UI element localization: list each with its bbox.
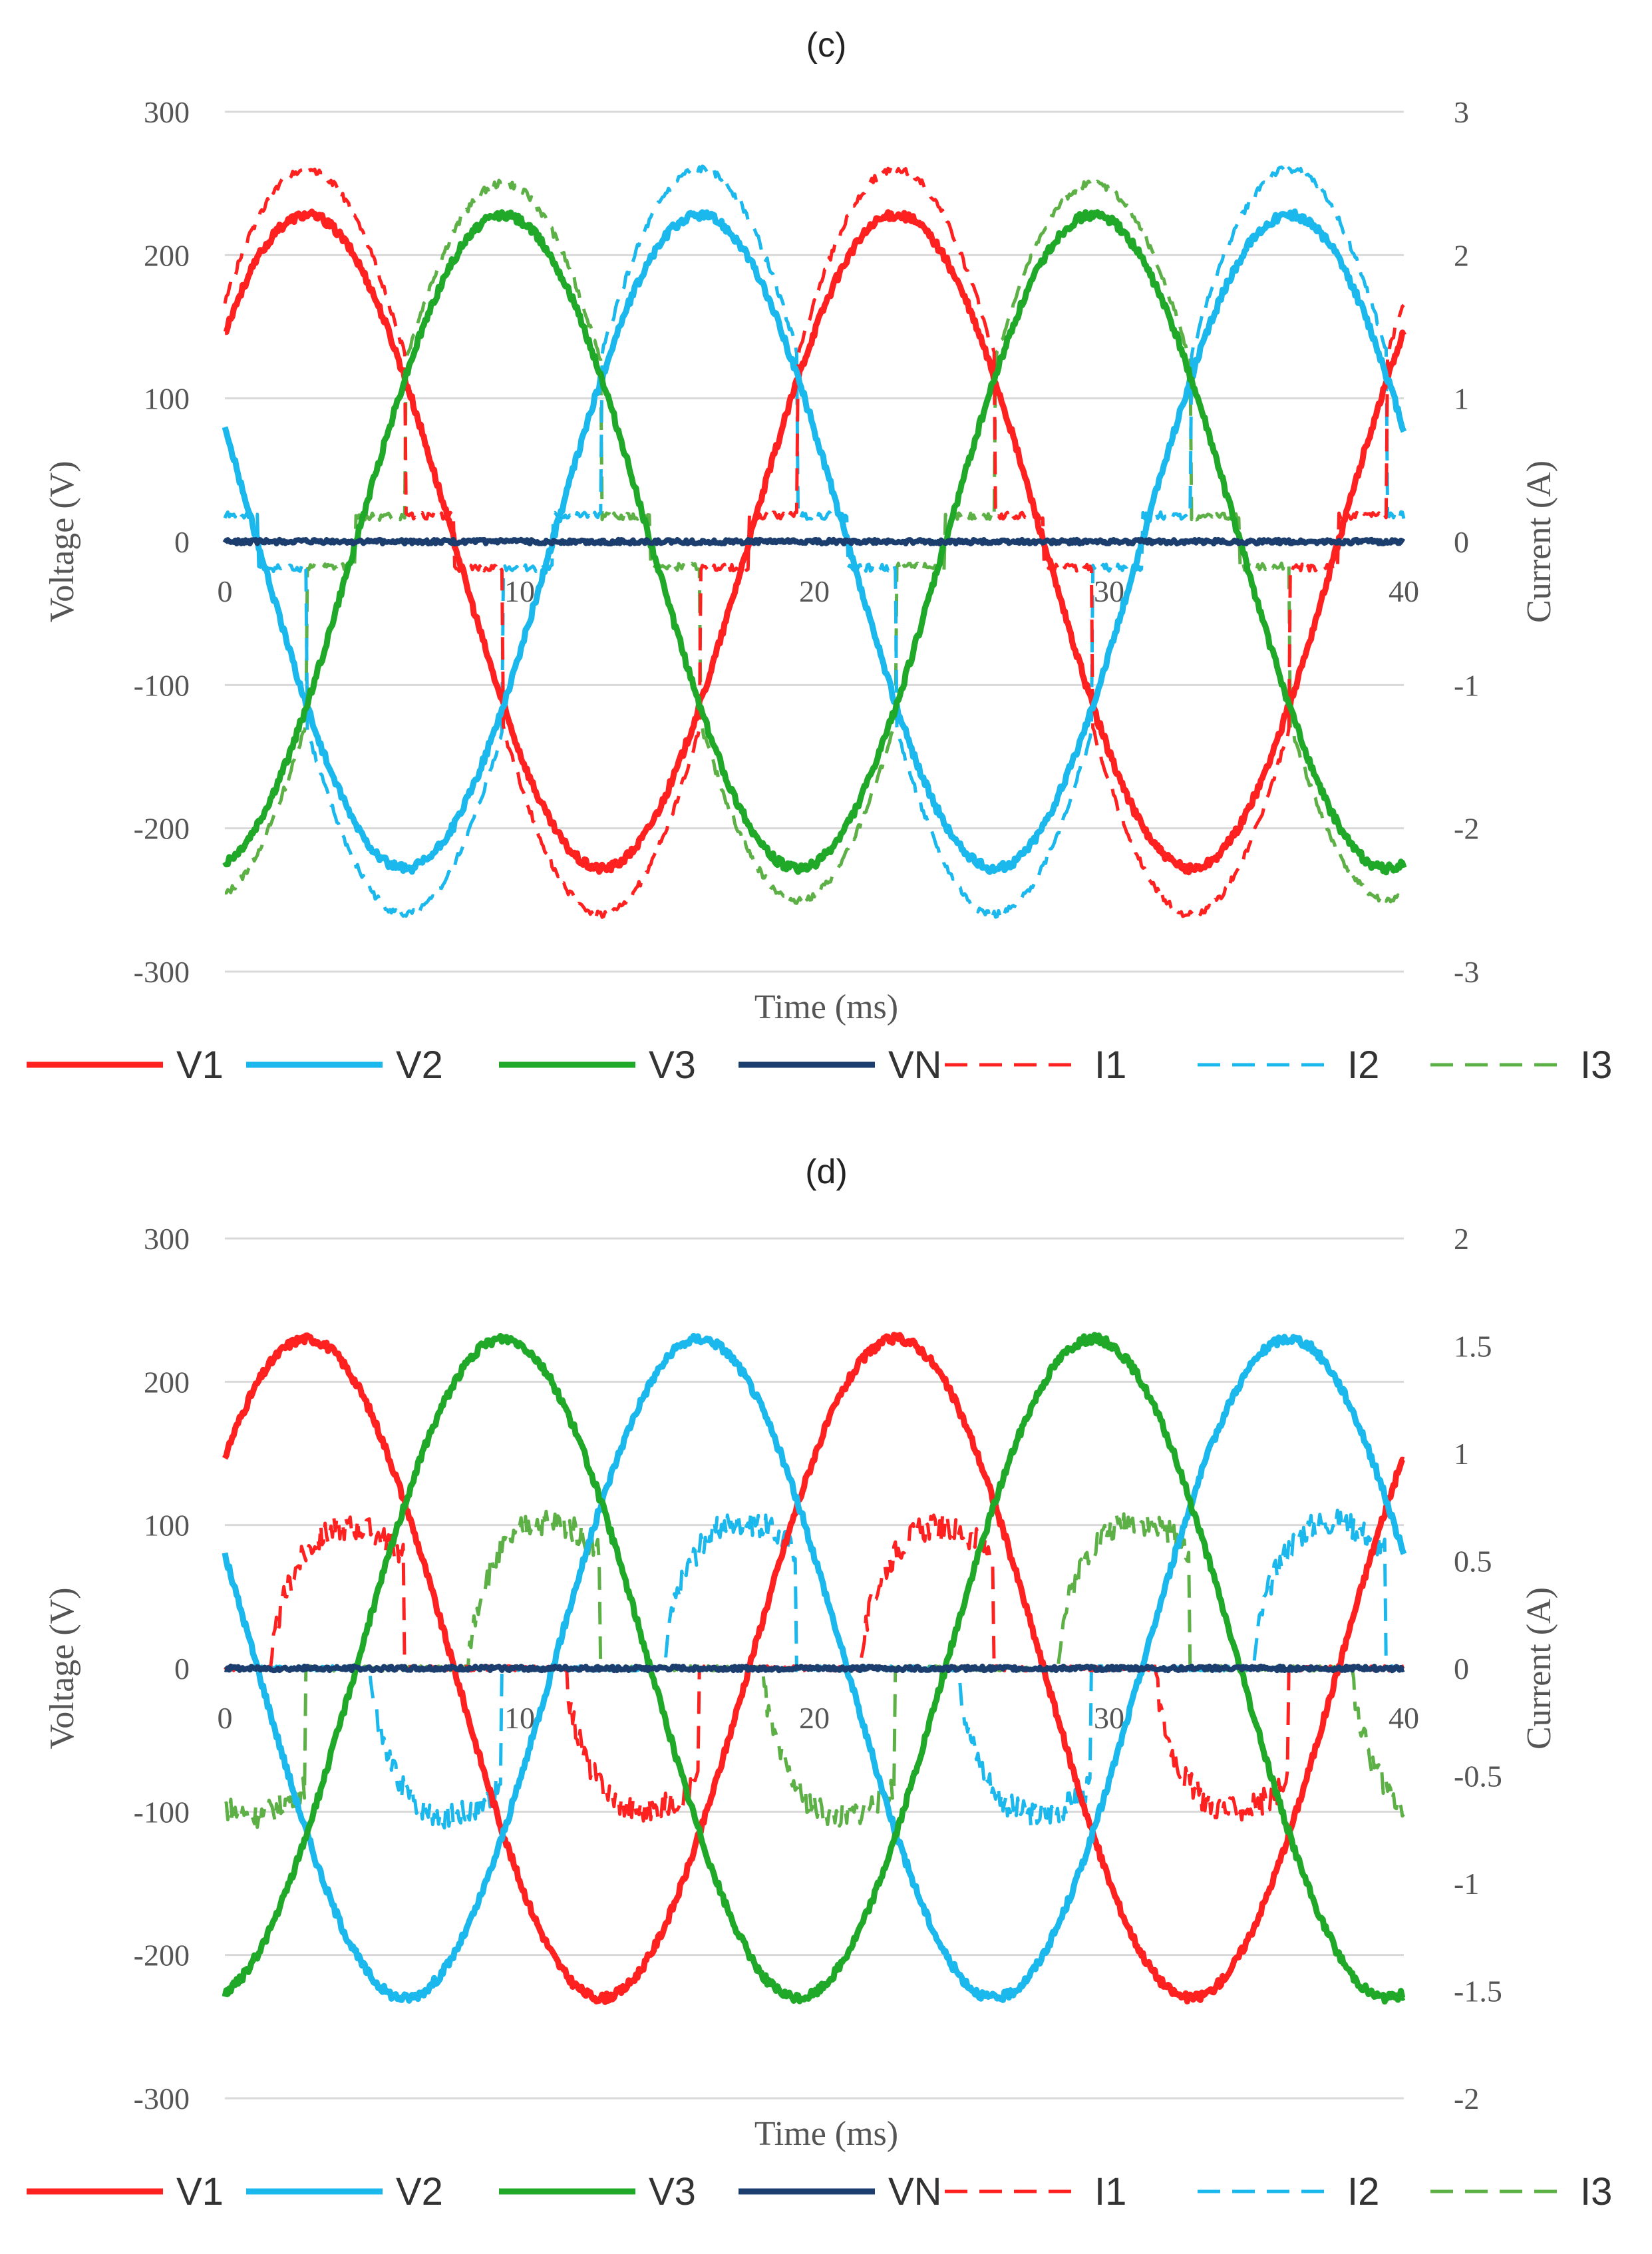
legend-item-i3: I3 bbox=[1430, 1043, 1612, 1087]
series-line-v1 bbox=[223, 208, 1406, 876]
y2-axis-title: Current (A) bbox=[1520, 1587, 1558, 1750]
y2-tick-label: 1.5 bbox=[1454, 1330, 1492, 1364]
x-tick-label: 0 bbox=[218, 574, 233, 608]
chart-panel-d: (d) 300 200 100 0 -100 -200 -300 2 1.5 1 0.5 0 -0.5 -1… bbox=[0, 1127, 1652, 2254]
series-line-v3 bbox=[222, 209, 1407, 876]
y-tick-label: 0 bbox=[174, 1652, 190, 1686]
y-tick-label: 100 bbox=[144, 382, 190, 416]
x-tick-label: 0 bbox=[218, 1701, 233, 1735]
y2-tick-label: -2 bbox=[1454, 2082, 1479, 2116]
y2-tick-label: 0.5 bbox=[1454, 1545, 1492, 1579]
y2-tick-label: 0 bbox=[1454, 1652, 1469, 1686]
y2-tick-label: -1 bbox=[1454, 668, 1479, 702]
y-tick-label: 100 bbox=[144, 1509, 190, 1543]
legend-label: VN bbox=[888, 1043, 942, 1087]
legend-item-v1: V1 bbox=[27, 1043, 224, 1087]
y-tick-label: -300 bbox=[134, 955, 190, 989]
y-tick-label: -100 bbox=[134, 1795, 190, 1829]
legend-label: V2 bbox=[396, 1043, 443, 1087]
y2-tick-label: -3 bbox=[1454, 955, 1479, 989]
legend-label: I3 bbox=[1580, 1043, 1612, 1087]
y-tick-label: 300 bbox=[144, 95, 190, 129]
legend: V1 V2 V3 VN I1 I2 I3 bbox=[27, 2170, 1612, 2213]
y2-tick-label: 2 bbox=[1454, 238, 1469, 272]
chart-title: (c) bbox=[806, 26, 847, 65]
x-tick-label: 40 bbox=[1389, 574, 1419, 608]
series-line-v2 bbox=[222, 1332, 1407, 2004]
series-line-i1 bbox=[223, 164, 1405, 919]
y2-axis-title: Current (A) bbox=[1520, 461, 1558, 623]
series-line-v1 bbox=[222, 1332, 1406, 2005]
legend-item-i2: I2 bbox=[1198, 2170, 1379, 2213]
x-tick-label: 30 bbox=[1094, 574, 1124, 608]
series-line-v2 bbox=[222, 208, 1407, 875]
y-tick-label: 200 bbox=[144, 1365, 190, 1399]
legend-label: I1 bbox=[1094, 1043, 1126, 1087]
x-tick-label: 30 bbox=[1094, 1701, 1124, 1735]
legend-item-v3: V3 bbox=[499, 1043, 696, 1087]
legend-item-v1: V1 bbox=[27, 2170, 224, 2213]
x-tick-label: 10 bbox=[504, 1701, 535, 1735]
x-axis-title: Time (ms) bbox=[754, 2115, 898, 2153]
legend-label: V1 bbox=[176, 2170, 224, 2213]
x-tick-label: 20 bbox=[799, 574, 830, 608]
legend-item-i3: I3 bbox=[1430, 2170, 1612, 2213]
y-tick-label: 300 bbox=[144, 1222, 190, 1256]
x-tick-label: 10 bbox=[504, 574, 535, 608]
y-tick-label: 0 bbox=[174, 525, 190, 559]
legend-item-i1: I1 bbox=[945, 2170, 1126, 2213]
x-tick-label: 40 bbox=[1389, 1701, 1419, 1735]
y2-tick-label: -1.5 bbox=[1454, 1974, 1502, 2008]
legend-label: V3 bbox=[649, 1043, 696, 1087]
y-tick-label: -200 bbox=[134, 812, 190, 846]
y2-tick-label: 2 bbox=[1454, 1222, 1469, 1256]
legend-label: V2 bbox=[396, 2170, 443, 2213]
legend-label: I2 bbox=[1347, 2170, 1379, 2213]
y2-tick-label: -2 bbox=[1454, 812, 1479, 846]
legend-label: V3 bbox=[649, 2170, 696, 2213]
chart-d: (d)3002001000-100-200-30021.510.50-0.5-1… bbox=[27, 1153, 1612, 2213]
x-axis-title: Time (ms) bbox=[754, 988, 898, 1026]
legend-item-i2: I2 bbox=[1198, 1043, 1379, 1087]
series-line-v3 bbox=[222, 1332, 1406, 2005]
legend-item-v3: V3 bbox=[499, 2170, 696, 2213]
legend: V1 V2 V3 VN I1 I2 I3 bbox=[27, 1043, 1612, 1087]
legend-item-vn: VN bbox=[739, 2170, 942, 2213]
series-line-i3 bbox=[224, 178, 1404, 905]
y-tick-label: -100 bbox=[134, 668, 190, 702]
y-axis-title: Voltage (V) bbox=[43, 461, 81, 622]
series-line-i2 bbox=[223, 164, 1406, 919]
x-tick-label: 20 bbox=[799, 1701, 830, 1735]
legend-label: VN bbox=[888, 2170, 942, 2213]
y-tick-label: -300 bbox=[134, 2082, 190, 2116]
legend-item-i1: I1 bbox=[945, 1043, 1126, 1087]
y-tick-label: -200 bbox=[134, 1939, 190, 1972]
y2-tick-label: 3 bbox=[1454, 95, 1469, 129]
chart-title: (d) bbox=[805, 1153, 848, 1191]
legend-item-v2: V2 bbox=[246, 1043, 443, 1087]
y-axis-title: Voltage (V) bbox=[43, 1587, 81, 1749]
y2-tick-label: 1 bbox=[1454, 1437, 1469, 1471]
y2-tick-label: -0.5 bbox=[1454, 1760, 1502, 1793]
y-tick-label: 200 bbox=[144, 238, 190, 272]
chart-panel-c: (c) 300 200 100 0 -100 -200 -300 3 2 1 0 -1 -2 -3 0 10 20… bbox=[27, 26, 1612, 1087]
y2-tick-label: 1 bbox=[1454, 382, 1469, 416]
legend-label: I2 bbox=[1347, 1043, 1379, 1087]
legend-label: I3 bbox=[1580, 2170, 1612, 2213]
legend-item-vn: VN bbox=[739, 1043, 942, 1087]
series-line-vn bbox=[224, 1663, 1405, 1674]
legend-label: I1 bbox=[1094, 2170, 1126, 2213]
series-line-vn bbox=[222, 536, 1406, 547]
legend-item-v2: V2 bbox=[246, 2170, 443, 2213]
y2-tick-label: 0 bbox=[1454, 525, 1469, 559]
y2-tick-label: -1 bbox=[1454, 1867, 1479, 1901]
legend-label: V1 bbox=[176, 1043, 224, 1087]
